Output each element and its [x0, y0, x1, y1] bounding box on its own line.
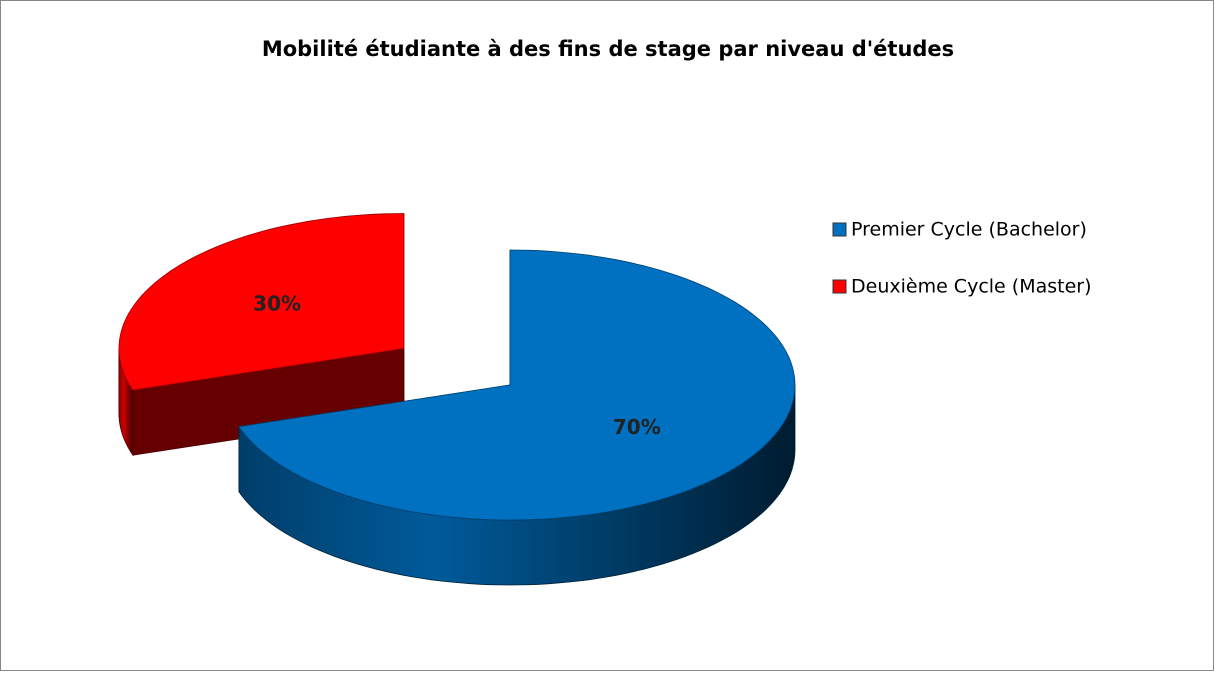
pie-slice [238, 249, 796, 586]
data-label: 70% [613, 415, 661, 439]
legend-swatch [832, 279, 847, 294]
data-label: 30% [253, 291, 301, 315]
slice-top [238, 249, 796, 521]
slice-top [118, 213, 405, 391]
legend-label: Premier Cycle (Bachelor) [851, 219, 1087, 241]
legend-label: Deuxième Cycle (Master) [851, 276, 1092, 298]
pie-slice [118, 213, 405, 457]
legend-swatch [832, 222, 847, 237]
chart-title: Mobilité étudiante à des fins de stage p… [262, 37, 954, 61]
